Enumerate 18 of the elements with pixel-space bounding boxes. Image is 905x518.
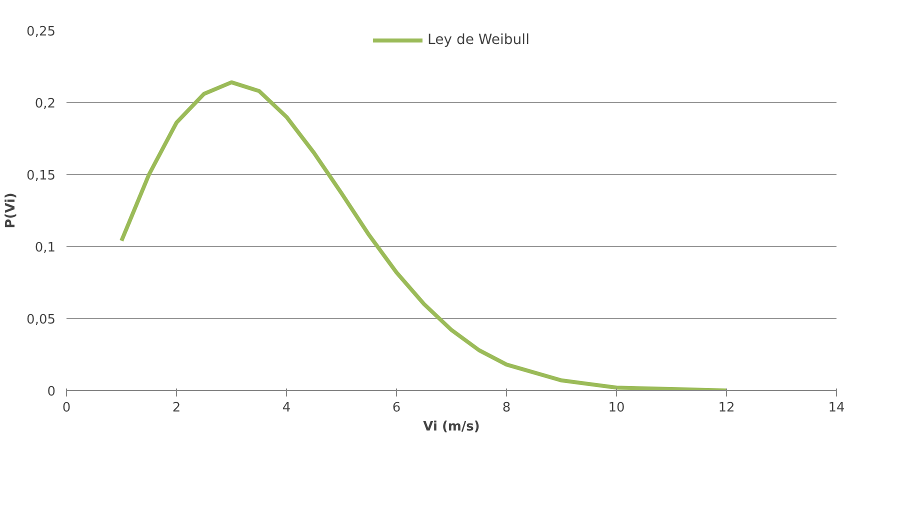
x-tick-label: 2 [172, 400, 181, 416]
line-series [120, 80, 728, 390]
x-tick-label: 14 [828, 400, 845, 416]
y-axis-title: P(Vi) [4, 192, 19, 228]
legend-label: Ley de Weibull [428, 32, 530, 48]
x-tick-label: 12 [718, 400, 735, 416]
y-tick-label: 0,1 [34, 240, 56, 256]
x-tick-label: 6 [392, 400, 401, 416]
y-tick-label: 0,25 [26, 24, 56, 40]
x-tick-label: 0 [62, 400, 71, 416]
x-tick-label: 4 [282, 400, 291, 416]
x-tick-label: 10 [608, 400, 625, 416]
x-axis-title: Vi (m/s) [423, 420, 480, 434]
y-tick-label: 0,05 [26, 312, 56, 328]
y-tick-label: 0,15 [26, 168, 56, 184]
x-tick-label: 8 [502, 400, 511, 416]
y-tick-label: 0,2 [34, 96, 56, 112]
y-tick-label: 0 [47, 384, 56, 400]
